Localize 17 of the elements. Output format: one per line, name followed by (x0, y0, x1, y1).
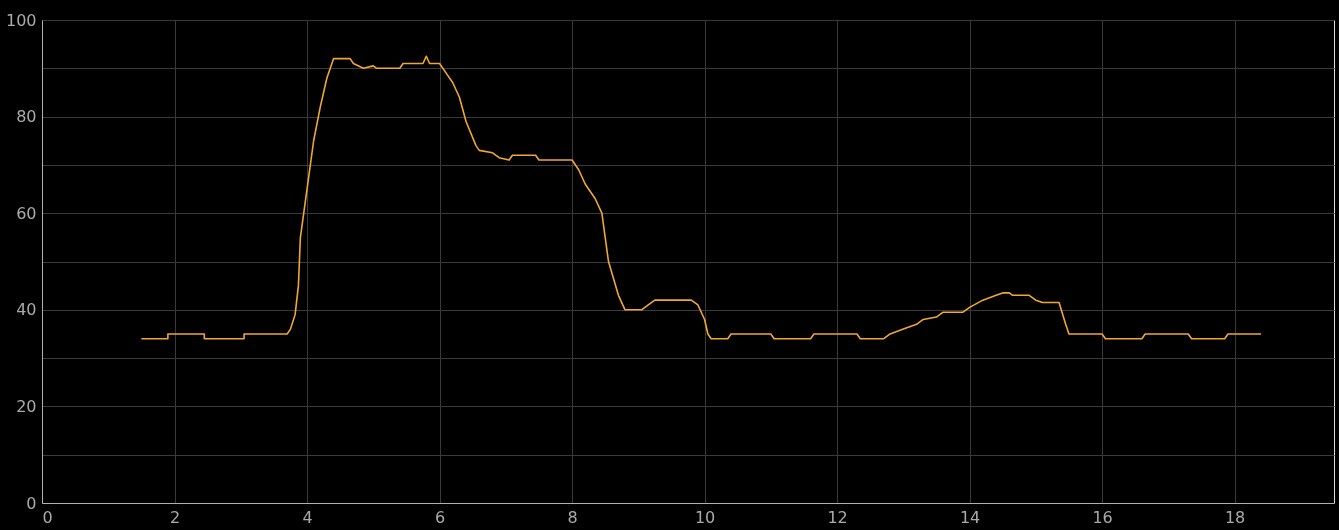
x-tick-label: 18 (1224, 507, 1246, 527)
y-tick-label: 60 (16, 203, 37, 223)
y-tick-label: 80 (16, 107, 37, 127)
x-tick-label: 8 (567, 507, 578, 527)
x-tick-label: 12 (827, 507, 848, 527)
x-tick-label: 6 (434, 507, 446, 527)
y-tick-label: 20 (16, 396, 37, 416)
line-series (140, 55, 1262, 340)
y-tick-label: 0 (26, 493, 37, 513)
x-tick-label: 14 (959, 507, 981, 527)
x-tick-label: 2 (169, 507, 181, 527)
y-tick-label: 100 (5, 10, 37, 30)
x-tick-label: 4 (302, 507, 313, 527)
x-tick-label: 16 (1092, 507, 1113, 527)
x-tick-label: 10 (694, 507, 716, 527)
y-tick-label: 40 (16, 300, 37, 320)
x-tick-label: 0 (42, 507, 53, 527)
